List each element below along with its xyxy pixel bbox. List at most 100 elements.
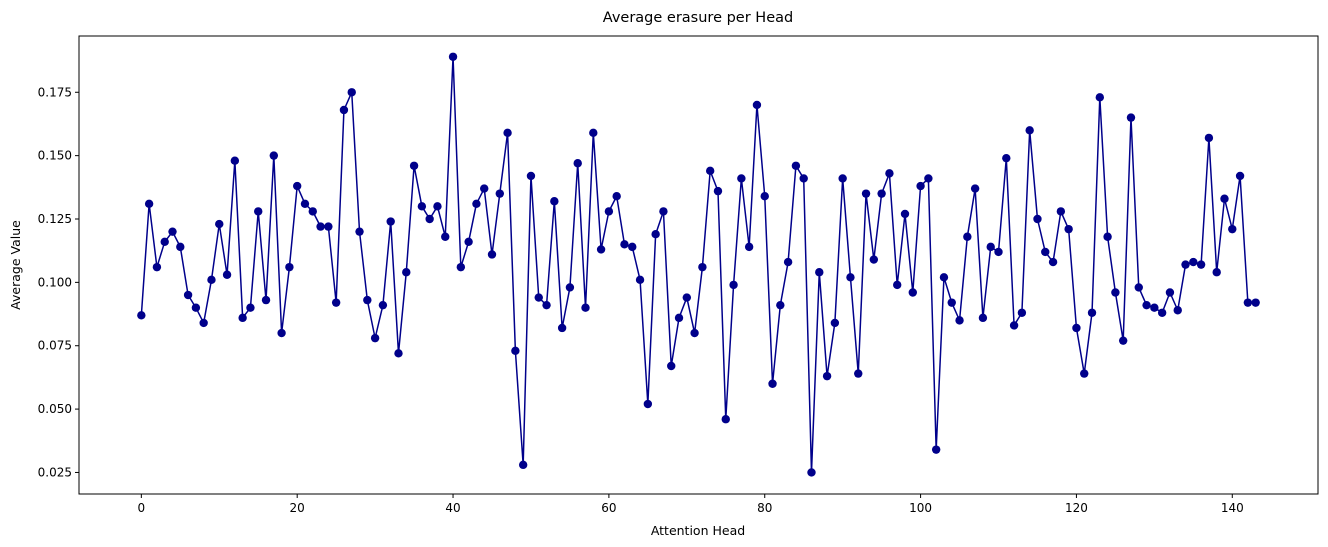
data-point — [1220, 194, 1229, 203]
data-point — [799, 174, 808, 183]
data-point — [838, 174, 847, 183]
data-point — [1228, 224, 1237, 234]
data-point — [643, 399, 653, 409]
data-point — [448, 52, 458, 61]
data-point — [1204, 133, 1214, 143]
data-point — [487, 250, 497, 259]
data-point — [596, 245, 606, 254]
data-point — [1134, 283, 1143, 292]
data-point — [947, 298, 956, 307]
data-point — [355, 227, 364, 236]
x-tick-label: 120 — [1065, 501, 1088, 515]
data-point — [822, 371, 832, 381]
y-tick-label: 0.050 — [38, 402, 72, 416]
data-point — [877, 189, 886, 198]
data-point — [978, 313, 988, 323]
y-tick-label: 0.125 — [38, 212, 72, 226]
data-point — [1173, 306, 1182, 315]
data-point — [370, 333, 380, 343]
data-point — [885, 169, 894, 178]
data-point — [464, 237, 473, 247]
data-point — [1072, 323, 1081, 333]
data-point — [565, 283, 575, 292]
data-point — [433, 202, 442, 211]
data-point — [425, 214, 434, 224]
data-point — [152, 262, 162, 272]
data-point — [292, 181, 302, 191]
data-point — [659, 207, 668, 216]
data-point — [760, 191, 769, 201]
data-point — [347, 88, 356, 97]
data-point — [698, 262, 707, 272]
data-point — [705, 166, 715, 176]
data-point — [137, 311, 146, 320]
data-point — [409, 161, 419, 170]
data-point — [207, 275, 216, 285]
data-point — [222, 270, 232, 279]
data-point — [994, 247, 1003, 257]
chart-title: Average erasure per Head — [603, 10, 793, 26]
data-point — [1189, 257, 1198, 267]
data-point — [1064, 224, 1073, 234]
data-point — [776, 300, 785, 310]
data-point — [744, 242, 754, 252]
data-point — [931, 445, 941, 454]
y-tick-label: 0.150 — [38, 149, 72, 163]
data-point — [737, 174, 746, 183]
x-axis-label: Attention Head — [651, 523, 745, 538]
data-point — [1196, 260, 1206, 269]
data-point — [721, 415, 730, 424]
data-point — [908, 288, 917, 297]
data-point — [830, 318, 840, 328]
x-tick-label: 0 — [138, 501, 146, 515]
data-point — [939, 273, 949, 282]
data-point — [713, 186, 723, 196]
data-point — [1181, 260, 1190, 269]
data-point — [1212, 268, 1221, 277]
data-point — [503, 128, 512, 138]
data-point — [331, 298, 341, 307]
y-tick-label: 0.175 — [38, 85, 72, 99]
data-point — [1017, 308, 1027, 317]
data-point — [986, 242, 995, 252]
data-point — [550, 197, 559, 206]
data-point — [963, 232, 972, 241]
data-point — [441, 232, 450, 241]
data-point — [846, 273, 855, 282]
data-point — [1009, 321, 1019, 330]
data-point — [526, 171, 536, 181]
x-tick-label: 140 — [1221, 501, 1244, 515]
data-point — [628, 242, 637, 252]
data-point — [635, 275, 645, 285]
data-point — [1142, 300, 1151, 310]
data-point — [612, 191, 621, 201]
data-point — [1118, 336, 1128, 345]
data-point — [300, 199, 310, 208]
data-point — [269, 151, 279, 160]
data-point — [854, 369, 863, 378]
data-point — [534, 293, 543, 302]
data-point — [651, 230, 660, 239]
data-point — [285, 262, 294, 272]
data-point — [386, 217, 395, 226]
data-point — [456, 262, 466, 272]
data-point — [581, 303, 590, 312]
data-point — [815, 268, 824, 277]
data-point — [620, 240, 629, 249]
data-point — [480, 184, 489, 193]
data-point — [1080, 369, 1089, 378]
y-axis: 0.025 0.050 0.075 0.100 0.125 0.150 0.175 — [38, 85, 79, 479]
data-point — [674, 313, 684, 323]
data-point — [1251, 298, 1260, 307]
data-point — [316, 222, 325, 231]
data-point — [1235, 171, 1245, 181]
data-point — [893, 280, 902, 290]
x-tick-label: 100 — [909, 501, 932, 515]
data-point — [472, 199, 481, 208]
data-point — [557, 323, 567, 333]
data-point — [807, 468, 816, 477]
x-tick-label: 80 — [757, 501, 772, 515]
x-tick-label: 20 — [290, 501, 305, 515]
data-point — [955, 316, 964, 325]
